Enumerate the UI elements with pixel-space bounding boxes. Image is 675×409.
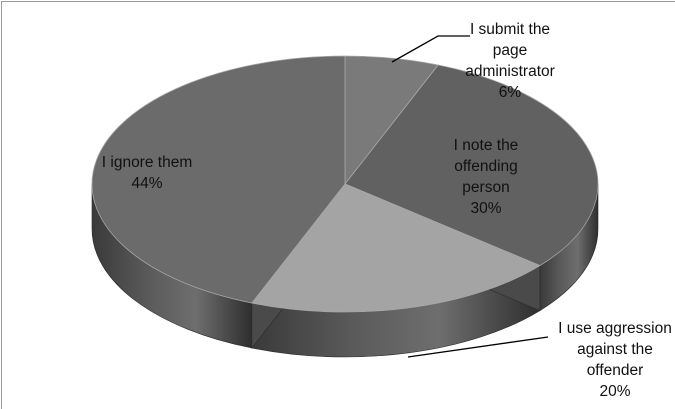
slice-category-label: I ignore them: [102, 154, 192, 171]
slice-category-label: administrator: [465, 63, 555, 80]
slice-i-ignore-them: [91, 55, 346, 304]
leader-line: [391, 35, 470, 63]
slice-value-label: 44%: [131, 175, 162, 192]
slice-value-label: 20%: [599, 383, 630, 400]
slice-value-label: 30%: [470, 200, 501, 217]
slice-i-use-aggression-against-the-offender: [251, 183, 541, 313]
leader-line: [407, 336, 549, 358]
slice-i-note-the-offending-person: [344, 64, 599, 267]
slice-category-label: offender: [587, 362, 644, 379]
slice-category-label: offending: [454, 158, 518, 175]
slice-labels: I submit the page administrator 6% I note th…: [102, 21, 672, 400]
slice-category-label: I use aggression: [558, 320, 672, 337]
slice-category-label: person: [462, 179, 509, 196]
slice-value-label: 6%: [499, 84, 522, 101]
slice-category-label: page: [493, 42, 527, 59]
slice-category-label: I submit the: [470, 21, 550, 38]
leader-lines: [391, 35, 549, 358]
slice-category-label: I note the: [454, 137, 519, 154]
slice-category-label: against the: [577, 341, 653, 358]
pie-tops: [91, 55, 599, 313]
